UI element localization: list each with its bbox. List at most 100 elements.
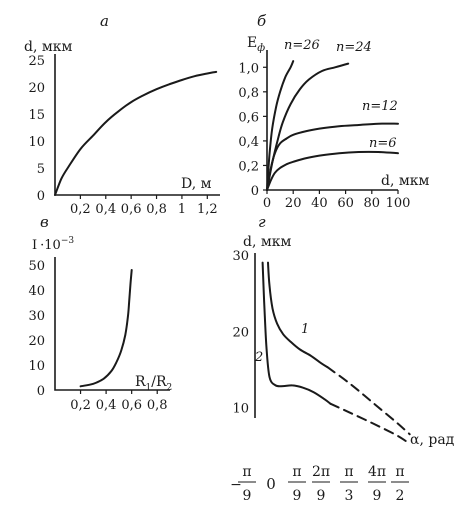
x-axis-label: D, м [181, 176, 212, 192]
x-tick-label: 0,4 [96, 398, 117, 413]
x-tick-label: 20 [285, 196, 302, 211]
y-axis-label-exponent: ·10 [40, 238, 61, 253]
tick-labels: 0 20 40 60 80 100 0 0,2 0,4 0,6 0,8 1,0 [238, 61, 410, 211]
panel-letter: в [40, 213, 49, 231]
y-tick-label: 25 [28, 54, 45, 69]
y-tick-label: 30 [28, 309, 45, 324]
x-tick-label-den: 3 [345, 488, 354, 504]
x-tick-label: 0,4 [95, 202, 116, 217]
x-tick-label: 0 [266, 475, 276, 493]
x-tick-label-num: π [395, 464, 404, 480]
series-line [54, 70, 218, 196]
x-tick-label-num: 4π [368, 464, 386, 480]
y-tick-label: 5 [37, 162, 45, 177]
x-tick-label: π2 [391, 464, 409, 504]
series-label: n=24 [336, 40, 372, 55]
axes [266, 50, 398, 191]
y-tick-label: 0 [37, 384, 45, 399]
x-axis-label-sub-2: 2 [167, 383, 173, 393]
panel-letter: а [100, 12, 109, 30]
x-axis-label: R1/R2 [135, 374, 172, 393]
x-tick-label: 60 [337, 196, 354, 211]
x-tick-label-text: 0 [266, 475, 276, 493]
y-tick-label: 0,6 [238, 110, 259, 125]
x-tick-label-den: 2 [396, 488, 405, 504]
plot-area [263, 50, 399, 194]
series-line-dashed [326, 366, 411, 436]
panel-letter: г [258, 213, 266, 231]
plot-area [54, 54, 220, 199]
series-labels: n=26 n=24 n=12 n=6 [284, 38, 398, 151]
y-tick-label: 0,2 [238, 159, 259, 174]
x-tick-label-den: 9 [373, 488, 382, 504]
y-tick-label: 10 [232, 402, 249, 417]
x-axis-label: α, рад [410, 432, 455, 448]
x-tick-label: 0,8 [147, 398, 168, 413]
y-tick-label: 40 [28, 284, 45, 299]
series-label: n=26 [284, 38, 320, 53]
x-tick-label: 80 [364, 196, 381, 211]
chart-panel-a: а d, мкм D, м 0,2 0,4 0,6 0,8 1 1,2 0 5 10 15 20 25 [24, 12, 220, 217]
series-label: 2 [254, 350, 263, 365]
y-tick-label: 50 [28, 259, 45, 274]
series-line [79, 269, 133, 388]
y-tick-label: 20 [232, 325, 249, 340]
x-tick-label: 40 [311, 196, 328, 211]
x-tick-label: 1,2 [197, 202, 218, 217]
series-label: 1 [301, 322, 309, 337]
y-axis-label: d, мкм [243, 234, 292, 250]
y-tick-label: 0 [251, 184, 259, 199]
y-axis-label-exponent-power: −3 [61, 236, 75, 246]
series-label: n=6 [369, 136, 397, 151]
y-tick-label: 10 [28, 359, 45, 374]
y-axis-label-subscript: ф [257, 43, 265, 54]
panel-letter: б [257, 12, 267, 30]
y-tick-label: 20 [28, 81, 45, 96]
x-tick-label: 100 [386, 196, 411, 211]
x-axis-label-sub-1: 1 [146, 383, 152, 393]
x-tick-label: 1 [178, 202, 186, 217]
chart-panel-b: б Eф d, мкм 0 20 40 60 80 100 0 0,2 0,4 0,6 0,8 1,0… [238, 12, 429, 211]
series-label: n=12 [362, 99, 398, 114]
x-tick-label-num: π [292, 464, 301, 480]
x-axis-label-sep: /R [151, 374, 167, 390]
x-tick-label: π9 [288, 464, 306, 504]
y-axis-label: Eф [247, 35, 265, 54]
x-tick-label: 0,2 [70, 202, 91, 217]
series-labels: 12 [254, 322, 309, 365]
x-tick-label-den: 9 [317, 488, 326, 504]
y-axis-label: d, мкм [24, 39, 73, 55]
x-tick-label: 0,6 [121, 398, 142, 413]
x-tick-label-num: 2π [312, 464, 330, 480]
y-tick-label: 15 [28, 108, 45, 123]
series-line [267, 261, 329, 369]
y-tick-label: 1,0 [238, 61, 259, 76]
plot-area [254, 253, 411, 443]
series-line [266, 60, 295, 191]
x-tick-label-num: π [344, 464, 353, 480]
x-tick-label: 4π 9 [368, 464, 386, 504]
plot-area [54, 257, 170, 394]
chart-panel-c: в I ·10−3 R1/R2 0,2 0,4 0,6 0,8 0 10 20 30 40 50 [28, 213, 172, 413]
x-tick-label: 0,6 [121, 202, 142, 217]
x-tick-label: 0,8 [146, 202, 167, 217]
y-axis-label: I ·10−3 [32, 236, 74, 253]
y-tick-label: 10 [28, 135, 45, 150]
tick-labels: 0,2 0,4 0,6 0,8 0 10 20 30 40 50 [28, 259, 167, 413]
x-tick-label: 2π 9 [312, 464, 330, 504]
x-tick-label: 0,2 [70, 398, 91, 413]
x-tick-label-den: 9 [293, 488, 302, 504]
y-tick-label: 20 [28, 334, 45, 349]
y-tick-label: 0,8 [238, 86, 259, 101]
series-line-dashed [329, 402, 407, 443]
series-line [261, 261, 332, 405]
x-tick-label: −π 9 [230, 464, 256, 504]
x-tick-label-den: 9 [243, 488, 252, 504]
x-axis-label: d, мкм [381, 173, 430, 189]
y-tick-label: 0,4 [238, 135, 259, 150]
tick-labels: 0,2 0,4 0,6 0,8 1 1,2 0 5 10 15 20 25 [28, 54, 217, 217]
series-line [266, 150, 399, 191]
